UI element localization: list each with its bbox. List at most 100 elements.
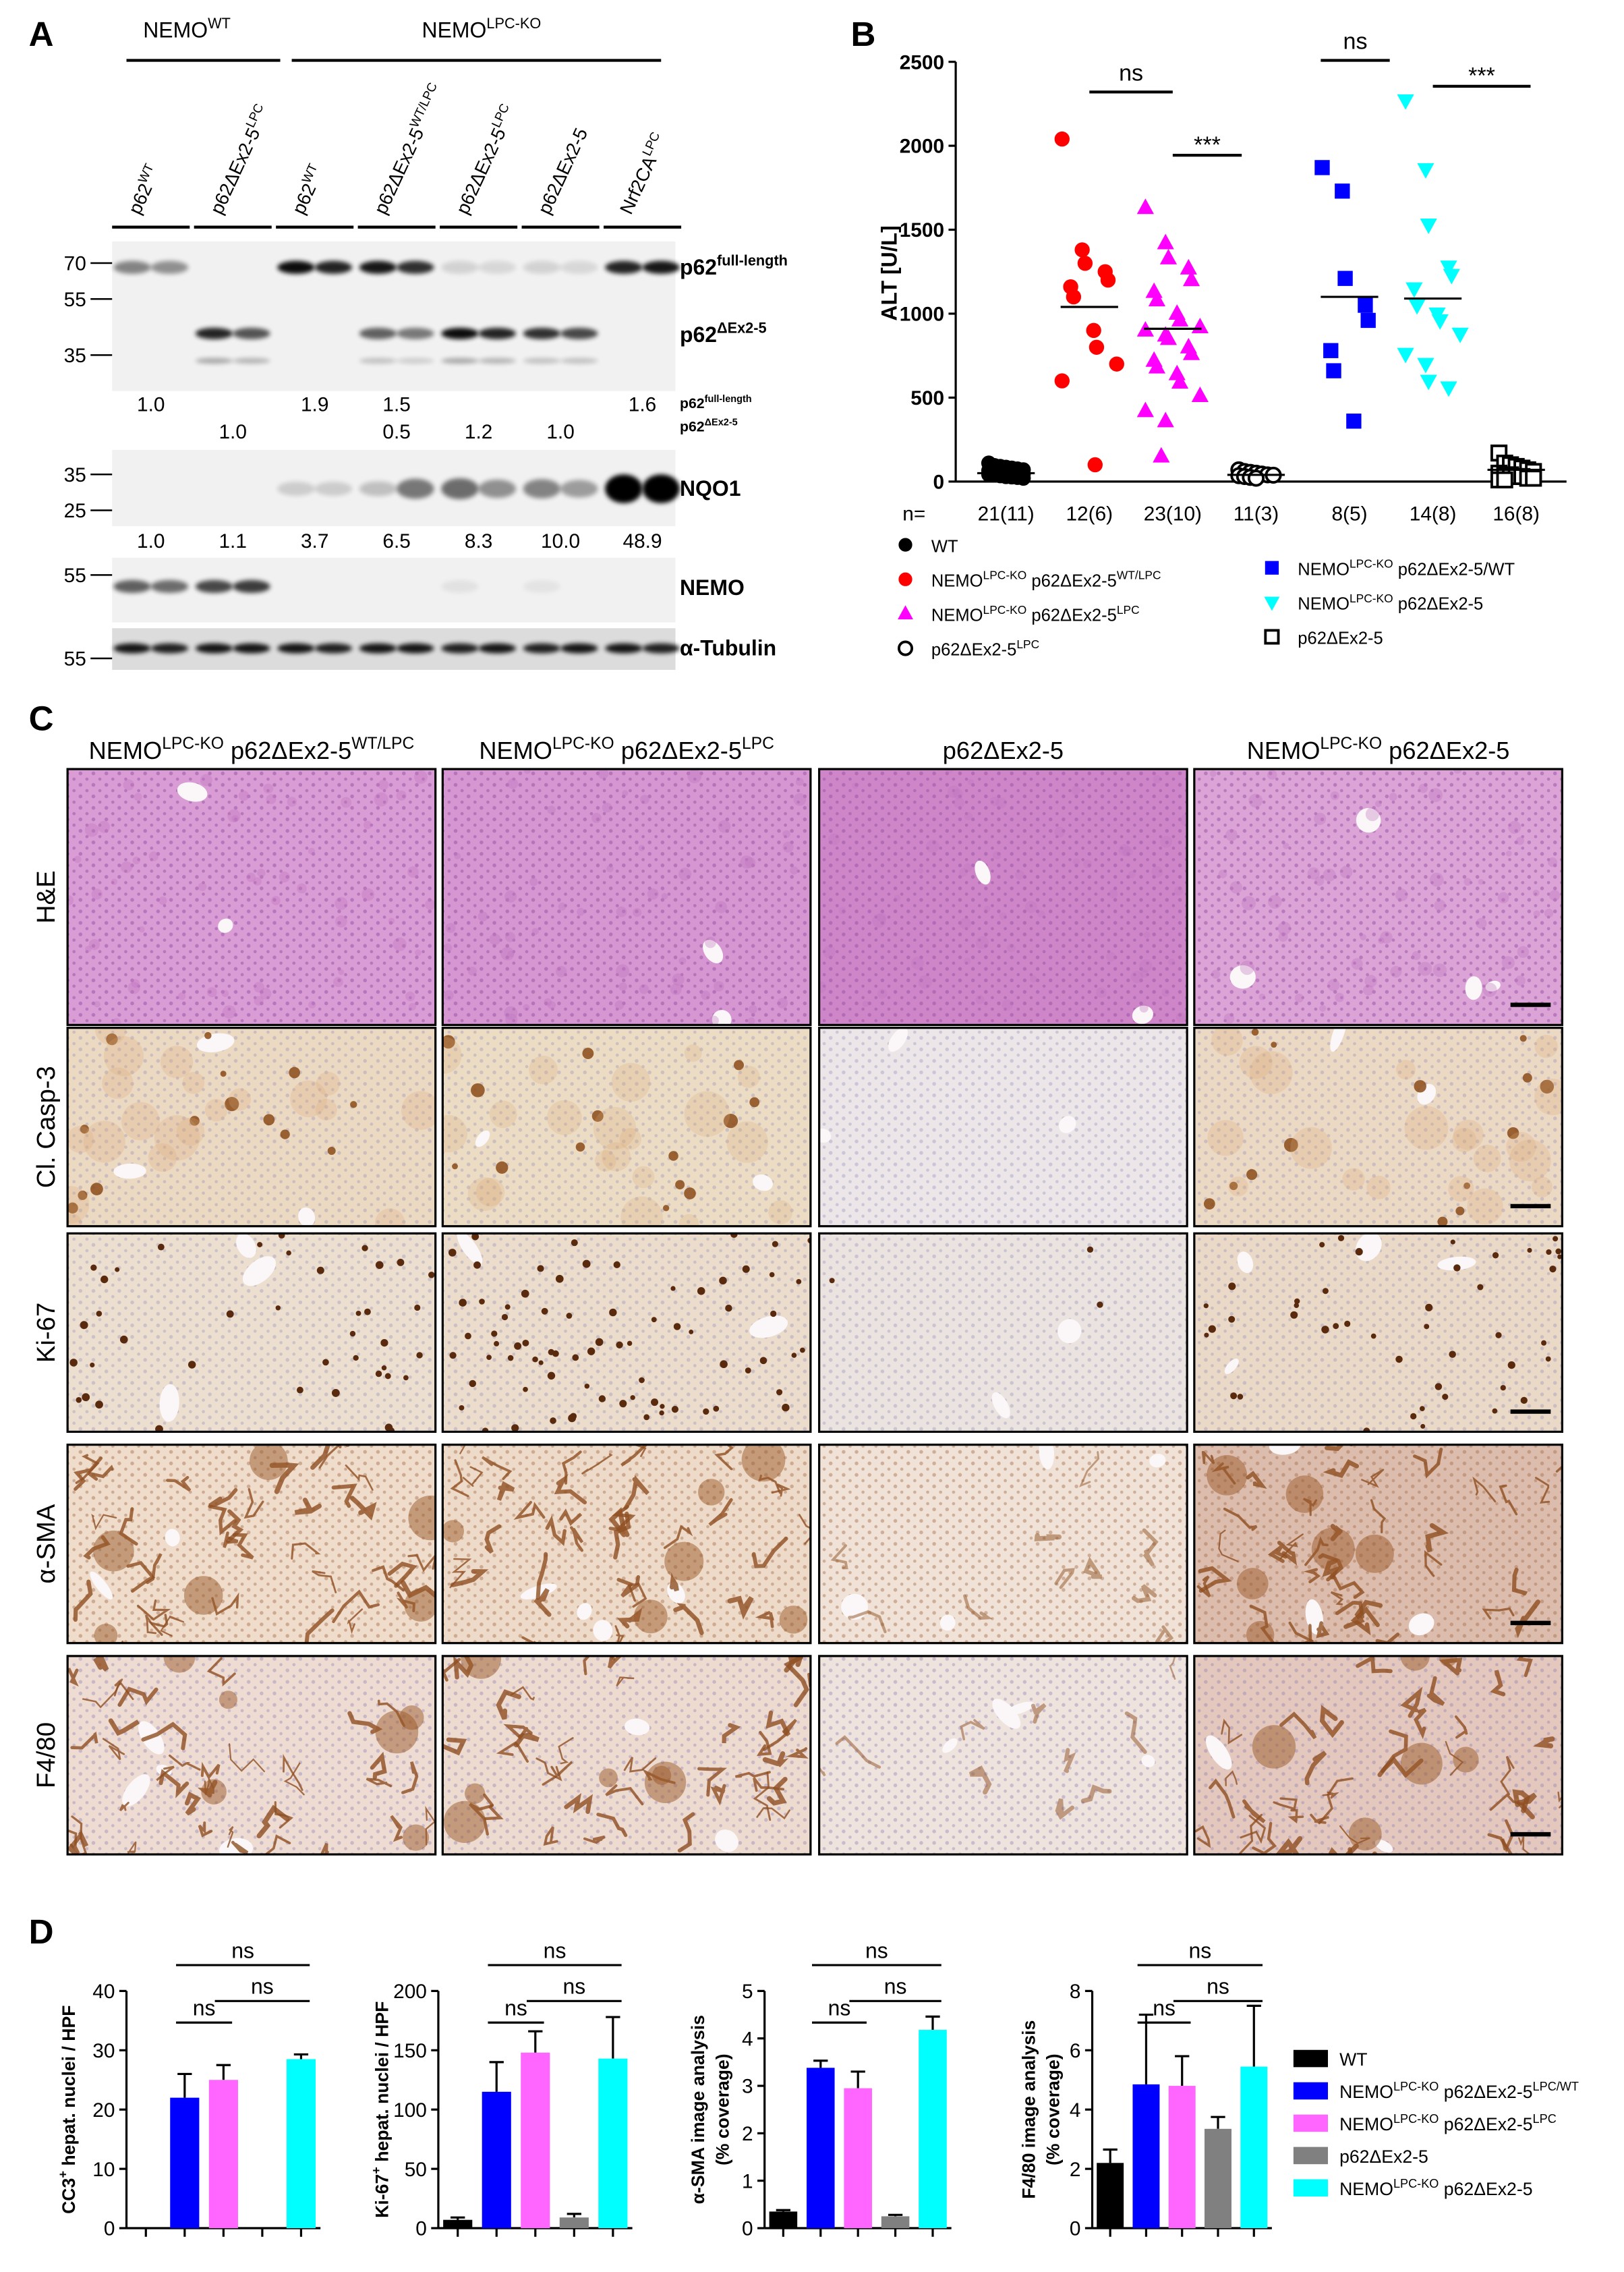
cell (1225, 828, 1238, 842)
text-part: NEMO (1298, 560, 1350, 579)
y-tick-label: 30 (92, 2040, 115, 2062)
stained-fiber (1288, 1621, 1314, 1643)
bar (443, 2219, 473, 2229)
cell (872, 913, 887, 928)
stained-fiber (1511, 1567, 1528, 1596)
band (397, 260, 434, 274)
micrograph (67, 1444, 436, 1643)
cell (678, 868, 692, 881)
stained-fiber (766, 1776, 788, 1806)
vessel (819, 1128, 832, 1143)
micrograph (819, 1027, 1188, 1226)
proliferating-nucleus (1500, 1385, 1506, 1391)
panel-label: C (29, 700, 54, 738)
stained-fiber (67, 1829, 80, 1854)
point (1054, 131, 1070, 147)
error-bar (451, 2216, 465, 2220)
cell (1412, 951, 1421, 961)
stained-fiber (1209, 1778, 1236, 1819)
cell (782, 830, 791, 839)
vessel (1149, 1454, 1166, 1468)
stain (489, 1100, 517, 1129)
text-part: α-Tubulin (680, 636, 776, 660)
stained-fiber (310, 1444, 351, 1470)
proliferating-nucleus (1553, 1236, 1559, 1242)
band (441, 327, 479, 339)
band-label: NEMO (680, 575, 745, 600)
apoptotic-cell (591, 1110, 604, 1122)
stained-fiber (208, 1487, 238, 1508)
stained-fiber (1225, 1770, 1238, 1787)
stained-fiber (753, 1777, 785, 1792)
y-tick-label: 0 (1070, 2218, 1081, 2240)
vessel (1374, 1840, 1393, 1853)
stain (1250, 1051, 1293, 1094)
proliferating-nucleus (547, 1371, 556, 1380)
proliferating-nucleus (1337, 1234, 1345, 1241)
text-part: p62 (124, 180, 156, 217)
apoptotic-cell (1271, 1042, 1277, 1048)
cell (1508, 820, 1521, 834)
proliferating-nucleus (703, 1408, 709, 1415)
cell (598, 769, 609, 779)
proliferating-nucleus (1453, 1264, 1461, 1272)
error-bar (1246, 2004, 1261, 2067)
proliferating-nucleus (582, 1259, 591, 1268)
text-part: CC3 (59, 2178, 79, 2214)
cell (1248, 793, 1263, 808)
stained-fiber (88, 1465, 114, 1481)
text-part: NEMO (89, 737, 163, 764)
text-part: NEMO (479, 737, 552, 764)
y-tick-label: 40 (92, 1981, 115, 2003)
stained-fiber (608, 1655, 622, 1669)
legend-marker (898, 640, 914, 656)
apoptotic-cell (452, 1163, 458, 1170)
text-part: p62 (680, 322, 717, 347)
cell (500, 946, 515, 961)
cell (1161, 988, 1170, 997)
cell (1223, 1013, 1235, 1024)
stained-fiber (616, 1676, 635, 1687)
error-bar (888, 2213, 903, 2217)
micrograph-frame (441, 768, 812, 1026)
cell (1339, 865, 1353, 879)
row-label: α-SMA (32, 1504, 61, 1583)
stained-fiber (347, 1608, 364, 1635)
size-marker: 35 (64, 345, 86, 367)
proliferating-nucleus (619, 1400, 627, 1408)
micrograph (819, 1655, 1188, 1854)
cell (1418, 783, 1428, 793)
stain (163, 1655, 196, 1673)
point (1153, 447, 1170, 463)
point (1136, 401, 1155, 418)
quant-value: 1.2 (465, 421, 492, 443)
stained-fiber (1500, 1755, 1515, 1796)
stain (467, 1177, 502, 1212)
stain (94, 1623, 118, 1643)
size-marker: 25 (64, 500, 86, 522)
proliferating-nucleus (782, 1403, 790, 1412)
panel-label: A (29, 15, 54, 53)
cell (407, 866, 419, 878)
lane-label: p62WT (286, 161, 328, 217)
stained-fiber (200, 1761, 221, 1780)
cell (396, 790, 407, 801)
superscript: LPC-KO (983, 603, 1027, 617)
tissue-texture (819, 1027, 1188, 1226)
superscript: + (57, 2171, 70, 2178)
cell (1105, 952, 1116, 962)
cell (782, 841, 794, 853)
proliferating-nucleus (119, 1335, 128, 1344)
stained-fiber (1482, 1607, 1515, 1620)
cell (714, 981, 724, 992)
legend-swatch (1293, 2082, 1329, 2100)
quant-value: 1.5 (382, 393, 410, 416)
stain (664, 1541, 704, 1581)
band (277, 482, 315, 496)
point (1451, 327, 1469, 343)
stained-fiber (169, 1754, 201, 1771)
stain (633, 1599, 668, 1634)
tissue-texture (442, 1027, 811, 1226)
